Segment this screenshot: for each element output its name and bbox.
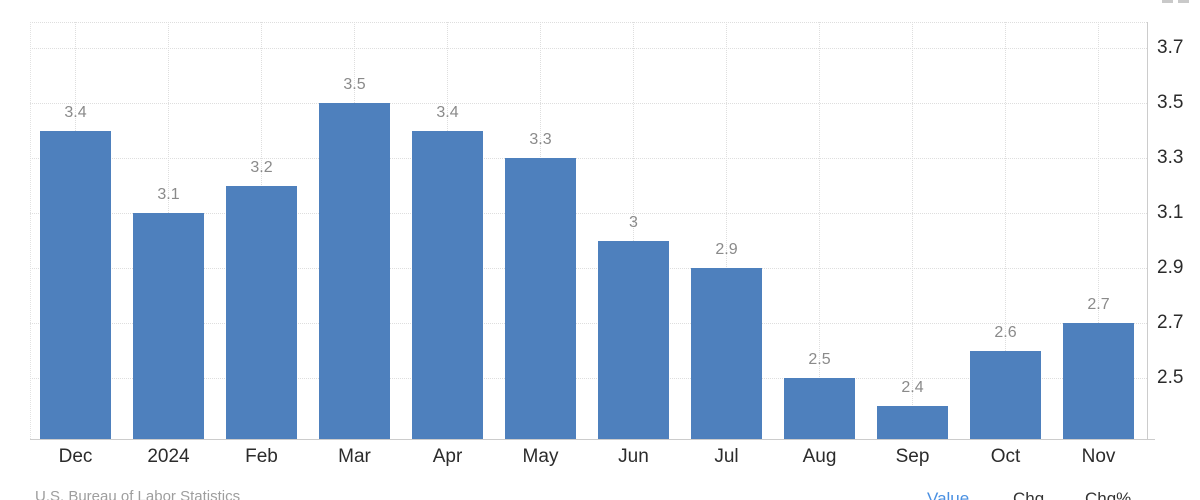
bar-sep[interactable] xyxy=(877,406,948,439)
x-axis-line xyxy=(30,439,1155,440)
y-tick-label: 2.9 xyxy=(1157,257,1184,278)
bar-aug[interactable] xyxy=(784,378,855,439)
bar-feb[interactable] xyxy=(226,186,297,439)
data-label-may: 3.3 xyxy=(529,131,552,148)
plot-area: 3.4 3.1 3.2 3.5 3.4 3.3 3 2.9 2.5 2.4 2.6 2.7 Dec 20… xyxy=(30,22,1184,467)
x-tick-label-oct: Oct xyxy=(990,446,1021,467)
data-label-2024: 3.1 xyxy=(157,186,180,203)
y-tick-label: 3.7 xyxy=(1157,37,1184,58)
data-label-jul: 2.9 xyxy=(715,241,738,258)
cropped-ui-fragment xyxy=(1162,0,1173,3)
x-tick-label-mar: Mar xyxy=(338,446,371,467)
plot-border-top xyxy=(30,22,1147,23)
bar-jul[interactable] xyxy=(691,268,762,439)
bar-dec[interactable] xyxy=(40,131,111,439)
y-tick-label: 2.7 xyxy=(1157,312,1184,333)
bar-mar[interactable] xyxy=(319,103,390,439)
gridline-x-jul xyxy=(726,22,727,439)
gridline-y-2.9 xyxy=(30,268,1147,269)
bar-oct[interactable] xyxy=(970,351,1041,439)
x-tick-label-feb: Feb xyxy=(245,446,278,467)
gridline-x-sep xyxy=(912,22,913,439)
gridline-x-aug xyxy=(819,22,820,439)
gridline-x-oct xyxy=(1005,22,1006,439)
data-label-jun: 3 xyxy=(629,214,638,231)
data-label-aug: 2.5 xyxy=(808,351,831,368)
x-tick-label-aug: Aug xyxy=(802,446,837,467)
x-tick-label-dec: Dec xyxy=(58,446,93,467)
chg-toggle[interactable]: Chg xyxy=(1013,489,1045,500)
x-tick-label-jun: Jun xyxy=(618,446,649,467)
data-label-feb: 3.2 xyxy=(250,159,273,176)
gridline-y-2.5 xyxy=(30,378,1147,379)
x-tick-label-may: May xyxy=(522,446,559,467)
x-tick-label-apr: Apr xyxy=(432,446,463,467)
cropped-ui-fragment xyxy=(1178,0,1189,3)
gridline-y-2.7 xyxy=(30,323,1147,324)
bar-jun[interactable] xyxy=(598,241,669,439)
gridline-y-3.5 xyxy=(30,103,1147,104)
data-label-mar: 3.5 xyxy=(343,76,366,93)
gridline-x-nov xyxy=(1098,22,1099,439)
y-tick-label: 3.5 xyxy=(1157,92,1184,113)
gridline-y-3.3 xyxy=(30,158,1147,159)
x-tick-label-nov: Nov xyxy=(1081,446,1116,467)
x-tick-label-2024: 2024 xyxy=(147,446,190,467)
data-label-dec: 3.4 xyxy=(64,104,87,121)
bar-apr[interactable] xyxy=(412,131,483,439)
bar-nov[interactable] xyxy=(1063,323,1134,439)
source-attribution: U.S. Bureau of Labor Statistics xyxy=(35,488,241,500)
y-tick-label: 3.1 xyxy=(1157,202,1184,223)
data-label-nov: 2.7 xyxy=(1087,296,1110,313)
gridline-y-3.7 xyxy=(30,48,1147,49)
x-tick-label-sep: Sep xyxy=(895,446,930,467)
value-toggle-link[interactable]: Value xyxy=(927,489,970,500)
x-tick-label-jul: Jul xyxy=(714,446,739,467)
data-label-oct: 2.6 xyxy=(994,324,1017,341)
gridline-y-3.1 xyxy=(30,213,1147,214)
bar-may[interactable] xyxy=(505,158,576,439)
plot-border-left xyxy=(30,22,31,439)
data-label-apr: 3.4 xyxy=(436,104,459,121)
bar-2024[interactable] xyxy=(133,213,204,439)
y-tick-label: 3.3 xyxy=(1157,147,1184,168)
gridline-x-jun xyxy=(633,22,634,439)
data-label-sep: 2.4 xyxy=(901,379,924,396)
y-axis-line xyxy=(1147,22,1148,439)
y-tick-label: 2.5 xyxy=(1157,367,1184,388)
chg-percent-toggle[interactable]: Chg% xyxy=(1085,489,1132,500)
